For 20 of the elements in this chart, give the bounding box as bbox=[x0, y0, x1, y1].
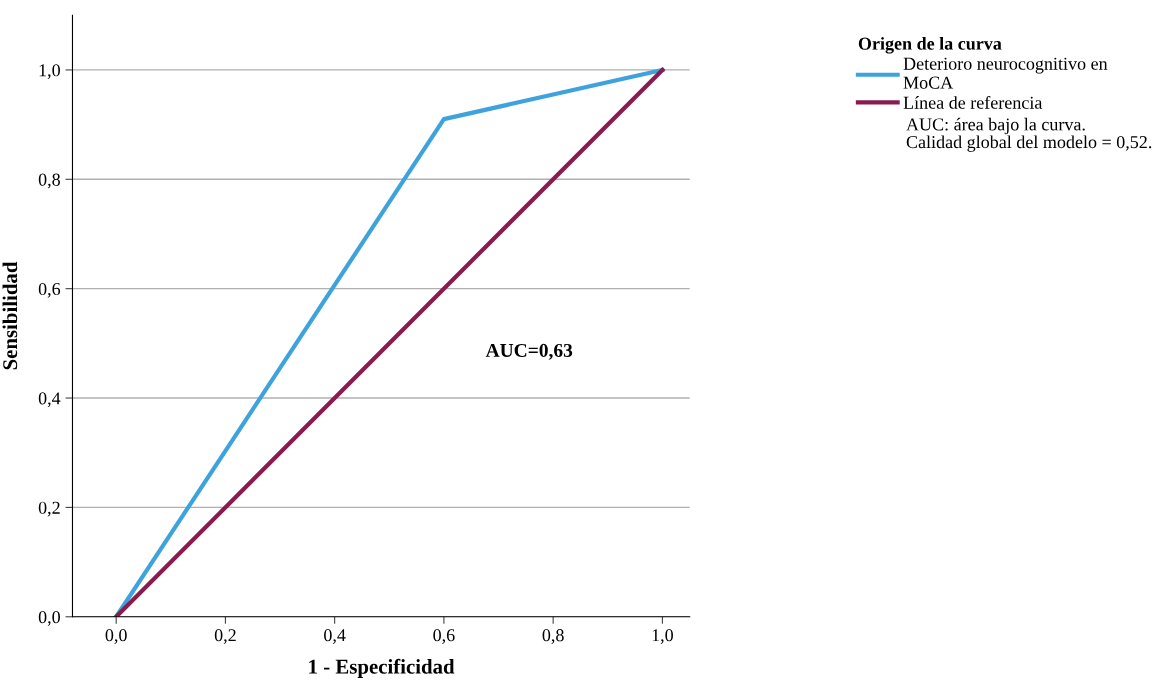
text: AUC: área bajo la curva. bbox=[906, 117, 1085, 135]
x-axis-title: 1 - Especificidad bbox=[309, 658, 455, 678]
x-tick-label: 0,6 bbox=[433, 629, 455, 644]
text: Calidad global del modelo = 0,52. bbox=[906, 135, 1152, 152]
x-tick-label: 0,8 bbox=[542, 629, 564, 644]
legend-label: Línea de referencia bbox=[903, 95, 1043, 109]
y-tick-label: 0,0 bbox=[38, 611, 60, 626]
y-tick-label: 1,0 bbox=[39, 64, 60, 79]
y-axis-title: Sensibilidad bbox=[2, 261, 18, 370]
y-tick-label: 0,4 bbox=[38, 392, 61, 408]
x-tick-label: 1,0 bbox=[652, 629, 673, 644]
x-tick-label: 0,2 bbox=[214, 629, 236, 644]
y-tick-label: 0,2 bbox=[38, 501, 60, 517]
legend-label: Deterioro neurocognitivo en MoCA bbox=[903, 57, 1108, 89]
x-tick-label: 0,0 bbox=[105, 629, 127, 644]
x-tick-label: 0,4 bbox=[324, 629, 346, 644]
y-tick-label: 0,6 bbox=[38, 282, 61, 298]
annotation: AUC=0,63 bbox=[485, 343, 573, 360]
y-tick-label: 0,8 bbox=[38, 173, 60, 189]
legend-title: Origen de la curva bbox=[858, 37, 1002, 54]
